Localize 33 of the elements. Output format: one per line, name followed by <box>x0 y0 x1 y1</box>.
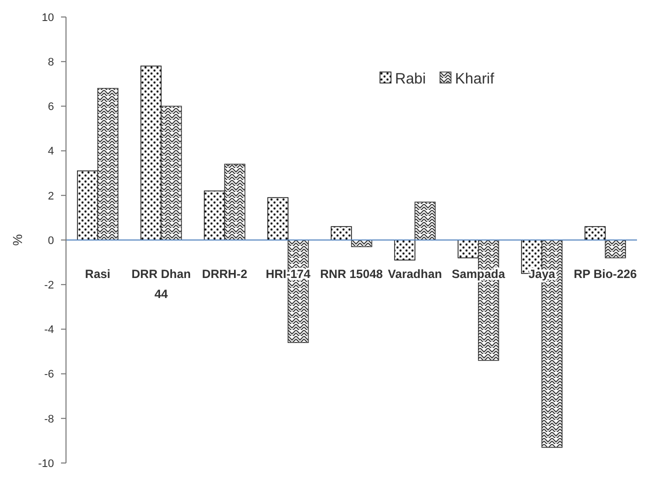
y-tick-label: 8 <box>48 56 54 68</box>
bar <box>160 106 182 240</box>
y-tick-label: -2 <box>44 279 54 292</box>
legend-label: Kharif <box>455 70 496 88</box>
x-tick-label: Varadhan <box>388 267 442 281</box>
bar <box>458 240 479 258</box>
y-axis-title: % <box>10 234 25 246</box>
x-tick-label: Rasi <box>85 267 110 281</box>
y-tick-label: -6 <box>44 368 54 381</box>
y-tick-label: 0 <box>48 234 54 247</box>
bar <box>584 226 606 240</box>
x-tick-label: DRR Dhan 44 <box>131 267 191 301</box>
bar <box>330 226 352 240</box>
bar <box>267 197 288 240</box>
bar <box>604 240 626 258</box>
bar <box>224 164 246 240</box>
y-tick-label: -8 <box>44 413 54 426</box>
bar <box>394 240 416 260</box>
bar <box>204 190 226 240</box>
y-tick-label: -10 <box>38 458 54 470</box>
y-tick-label: 4 <box>48 146 54 158</box>
y-tick-label: 2 <box>48 190 54 202</box>
bar <box>77 170 98 240</box>
bar <box>140 66 162 240</box>
y-tick-label: -4 <box>44 324 54 336</box>
bar <box>414 202 436 240</box>
y-tick-label: 6 <box>48 101 54 114</box>
x-tick-label: RNR 15048 <box>320 267 384 281</box>
legend-label: Rabi <box>395 70 426 88</box>
x-tick-label: RP Bio-226 <box>574 267 638 281</box>
bar <box>97 88 118 240</box>
y-tick-label: 10 <box>42 12 54 24</box>
x-tick-label: DRRH-2 <box>202 267 248 281</box>
